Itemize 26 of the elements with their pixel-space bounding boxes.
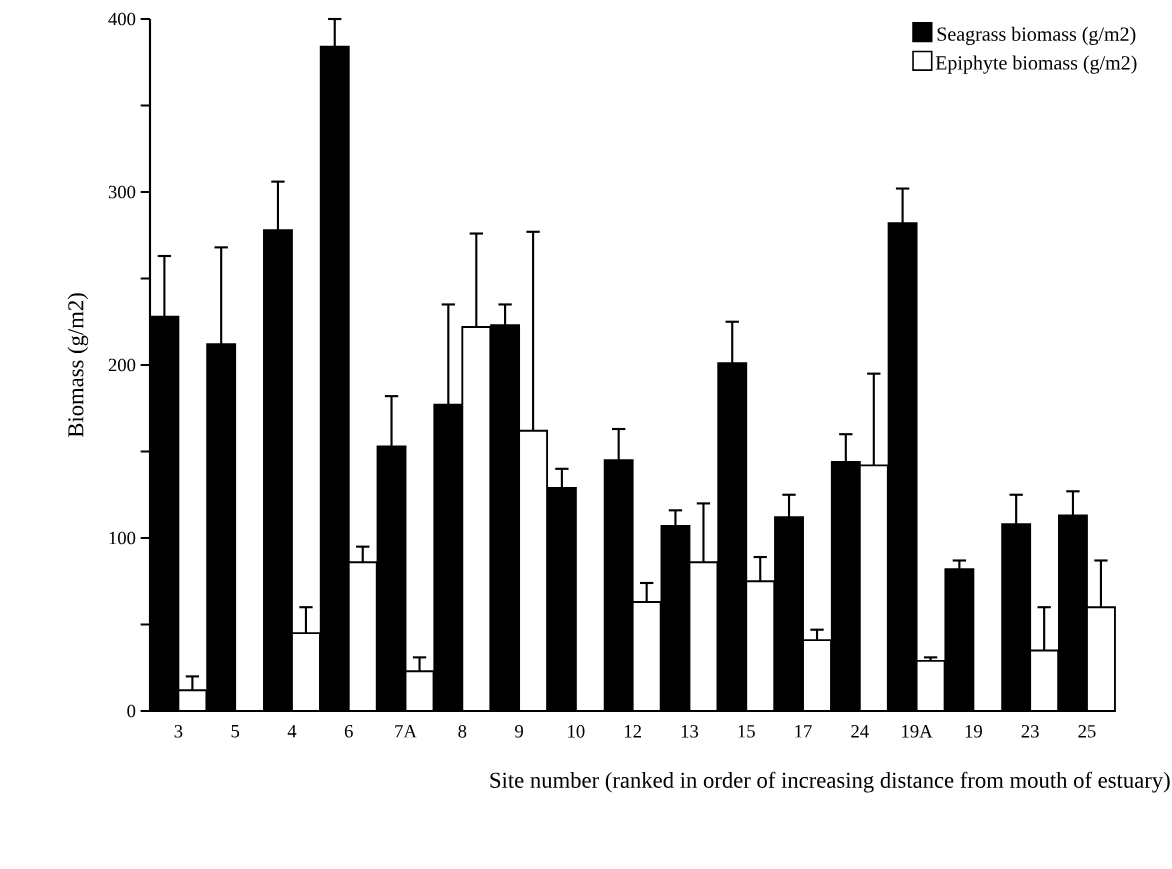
x-tick-label: 23 [1021, 725, 1039, 738]
y-tick-label: 100 [109, 531, 136, 545]
y-tick-label: 300 [108, 185, 136, 199]
x-tick-label: 10 [568, 725, 585, 738]
x-tick-label: 19 [965, 725, 982, 738]
x-tick-label: 7A [395, 725, 417, 738]
x-tick-label: 25 [1078, 725, 1096, 738]
x-tick-label: 8 [458, 725, 467, 738]
x-tick-label: 13 [681, 725, 699, 738]
legend-label: Epiphyte biomass (g/m2) [935, 55, 1137, 74]
y-axis-title: Biomass (g/m2) [67, 293, 89, 438]
y-tick-label: 0 [127, 704, 136, 718]
y-tick-label: 400 [108, 12, 136, 26]
x-tick-label: 6 [344, 725, 353, 738]
x-tick-label: 4 [287, 725, 297, 738]
x-tick-label: 24 [851, 725, 869, 738]
x-tick-label: 5 [231, 725, 240, 738]
legend-label: Seagrass biomass (g/m2) [937, 26, 1136, 45]
x-tick-label: 17 [795, 725, 812, 738]
y-tick-label: 200 [108, 358, 136, 372]
x-tick-label: 9 [515, 725, 524, 738]
x-tick-label: 3 [174, 725, 183, 738]
x-tick-label: 12 [624, 725, 641, 738]
x-tick-label: 19A [902, 725, 933, 738]
x-axis-title: Site number (ranked in order of increasing distance from mouth of estuary) [490, 771, 1170, 793]
x-tick-label: 15 [738, 725, 755, 738]
